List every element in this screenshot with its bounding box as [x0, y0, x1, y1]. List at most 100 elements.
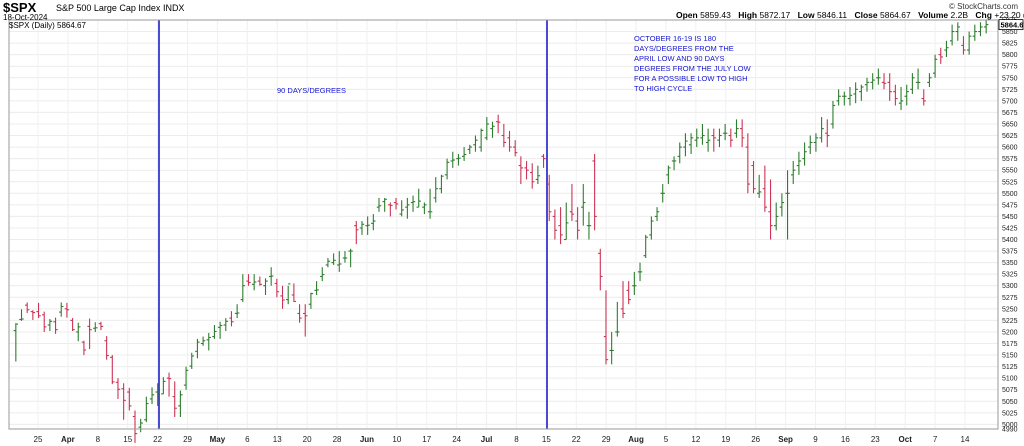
x-tick-label: 29 [602, 435, 611, 444]
y-tick-label: 5475 [1002, 202, 1018, 209]
plot-frame [8, 19, 999, 430]
ohlc-bar [569, 184, 575, 222]
x-tick-label: May [210, 435, 226, 444]
ohlc-bar [325, 258, 331, 268]
ohlc-bar [183, 366, 189, 390]
y-tick-label: 4990 [1002, 427, 1018, 434]
ohlc-bar [376, 197, 382, 212]
y-tick-label: 5450 [1002, 214, 1018, 221]
ohlc-bar [609, 331, 614, 365]
ohlc-bar [456, 154, 461, 166]
ohlc-bar [478, 128, 484, 152]
ohlc-bar [393, 197, 399, 210]
ohlc-bar [813, 133, 819, 152]
y-tick-label: 5500 [1002, 191, 1018, 198]
ohlc-bar [195, 338, 200, 359]
ohlc-bar [932, 54, 938, 78]
ohlc-bar [660, 184, 665, 203]
ohlc-bar [13, 323, 19, 362]
y-tick-label: 5300 [1002, 283, 1018, 290]
last-price-text: 5864.67 [1001, 21, 1024, 30]
ohlc-bar [887, 73, 892, 101]
ohlc-bar [286, 283, 291, 305]
x-tick-label: 15 [542, 435, 551, 444]
series-legend: $SPX (Daily) 5864.67 [9, 21, 86, 30]
ohlc-bar [717, 128, 722, 148]
x-tick-label: 16 [841, 435, 850, 444]
ohlc-bar [320, 267, 325, 282]
ohlc-bar [354, 221, 359, 245]
ohlc-bar [819, 117, 824, 143]
ohlc-bar [915, 68, 921, 90]
ohlc-bar [722, 123, 728, 141]
ohlc-bar [257, 276, 263, 286]
ohlc-bar [898, 87, 904, 111]
close-value: 5864.67 [879, 10, 911, 20]
ohlc-bar [791, 160, 796, 185]
x-tick-label: 10 [392, 435, 401, 444]
ohlc-bar [189, 352, 194, 369]
symbol-description: S&P 500 Large Cap Index INDX [56, 3, 184, 13]
ohlc-bar [853, 82, 858, 104]
ohlc-bar [637, 262, 643, 282]
ohlc-bar [739, 119, 745, 148]
ohlc-bar [246, 274, 251, 286]
x-tick-label: 14 [961, 435, 970, 444]
ohlc-bar [501, 123, 507, 148]
y-tick-label: 5125 [1002, 364, 1018, 371]
ohlc-bar [802, 142, 807, 166]
ohlc-bar [842, 91, 847, 106]
y-tick-label: 5550 [1002, 168, 1018, 175]
x-tick-label: 25 [34, 435, 43, 444]
ohlc-bar [467, 144, 472, 155]
ohlc-bar [575, 207, 580, 240]
ohlc-bar [694, 128, 699, 148]
ohlc-bar [774, 202, 779, 231]
ohlc-bar [127, 387, 132, 411]
ohlc-bar [779, 193, 785, 217]
y-tick-label: 5275 [1002, 295, 1018, 302]
ohlc-bar [978, 22, 983, 37]
ohlc-bar [450, 151, 455, 168]
low-label: Low [797, 10, 815, 20]
x-tick-label: 26 [751, 435, 760, 444]
high-label: High [738, 10, 758, 20]
y-tick-label: 5250 [1002, 306, 1018, 313]
ohlc-bar [864, 77, 870, 92]
ohlc-bar [416, 188, 421, 208]
ohlc-bar [734, 119, 739, 138]
ohlc-bar [598, 248, 603, 291]
ohlc-bar [178, 390, 183, 417]
ohlc-bar [110, 355, 115, 385]
ohlc-bar [847, 87, 853, 106]
ohlc-bar [581, 184, 586, 226]
ohlc-bar [53, 317, 58, 334]
ohlc-bar [983, 20, 989, 34]
ohlc-bar [620, 281, 626, 319]
ohlc-bar [388, 202, 393, 217]
volume-label: Volume [918, 10, 949, 20]
ohlc-bar [745, 133, 751, 194]
ohlc-bar [76, 322, 81, 342]
ohlc-bar [212, 325, 217, 339]
ohlc-bar [59, 302, 64, 317]
ohlc-bar [30, 310, 36, 320]
ohlc-bar [518, 156, 524, 185]
y-tick-label: 5075 [1002, 387, 1018, 394]
ohlc-bar [836, 89, 841, 106]
ohlc-bar [172, 381, 177, 417]
ohlc-bar [825, 119, 830, 148]
y-tick-label: 5150 [1002, 353, 1018, 360]
ohlc-bar [473, 135, 478, 152]
ohlc-bar [904, 84, 909, 106]
chg-label: Chg [975, 10, 992, 20]
ohlc-bar [268, 267, 274, 286]
ohlc-bar [399, 200, 404, 217]
ohlc-bar [64, 302, 70, 318]
ohlc-bar [756, 174, 762, 198]
ohlc-bar [711, 128, 716, 152]
ohlc-bar [461, 147, 467, 161]
annotation-line: OCTOBER 16-19 IS 180 [634, 34, 716, 43]
copyright: © StockCharts.com [948, 2, 1018, 11]
